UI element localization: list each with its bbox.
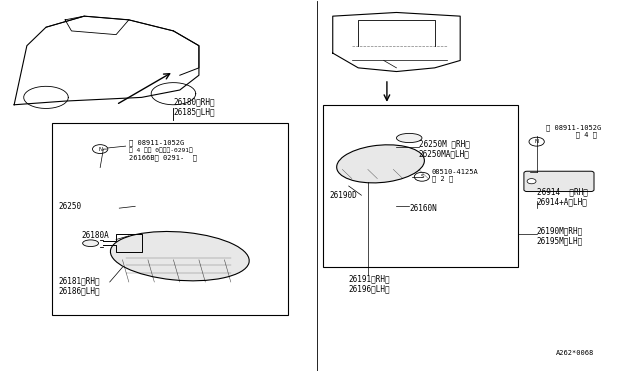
Text: 26190D: 26190D (330, 191, 357, 200)
Text: 26160N: 26160N (409, 203, 437, 213)
Text: 26250M 〈RH〉
26250MA〈LH〉: 26250M 〈RH〉 26250MA〈LH〉 (419, 140, 470, 159)
Ellipse shape (111, 231, 249, 281)
Text: 《 4 》「 0ⅠⅡⅢ-0291」: 《 4 》「 0ⅠⅡⅢ-0291」 (129, 147, 193, 153)
Text: 26914  〈RH〉
26914+A〈LH〉: 26914 〈RH〉 26914+A〈LH〉 (537, 187, 588, 207)
Text: 26190M〈RH〉
26195M〈LH〉: 26190M〈RH〉 26195M〈LH〉 (537, 226, 583, 246)
Bar (323, 105, 518, 267)
Text: N: N (98, 147, 102, 151)
FancyBboxPatch shape (524, 171, 594, 192)
Text: S: S (420, 174, 424, 179)
Text: 26180A: 26180A (81, 231, 109, 240)
Ellipse shape (83, 240, 99, 247)
Text: 26166B「 0291-  」: 26166B「 0291- 」 (129, 154, 197, 160)
Bar (52, 123, 288, 315)
Text: ① 08911-1052G: ① 08911-1052G (129, 139, 184, 146)
Ellipse shape (396, 134, 422, 142)
Text: 26180〈RH〉
26185〈LH〉: 26180〈RH〉 26185〈LH〉 (173, 97, 215, 116)
Text: N: N (534, 139, 539, 144)
Circle shape (527, 179, 536, 184)
Text: ① 08911-1052G
       〈 4 〉: ① 08911-1052G 〈 4 〉 (546, 124, 602, 138)
Text: 26191〈RH〉
26196〈LH〉: 26191〈RH〉 26196〈LH〉 (349, 274, 390, 294)
Ellipse shape (337, 145, 424, 183)
Text: 26250: 26250 (59, 202, 82, 211)
Text: 26181〈RH〉
26186〈LH〉: 26181〈RH〉 26186〈LH〉 (59, 276, 100, 295)
Text: A262*0068: A262*0068 (556, 350, 594, 356)
Text: 08510-4125A
〈 2 〉: 08510-4125A 〈 2 〉 (431, 169, 478, 183)
